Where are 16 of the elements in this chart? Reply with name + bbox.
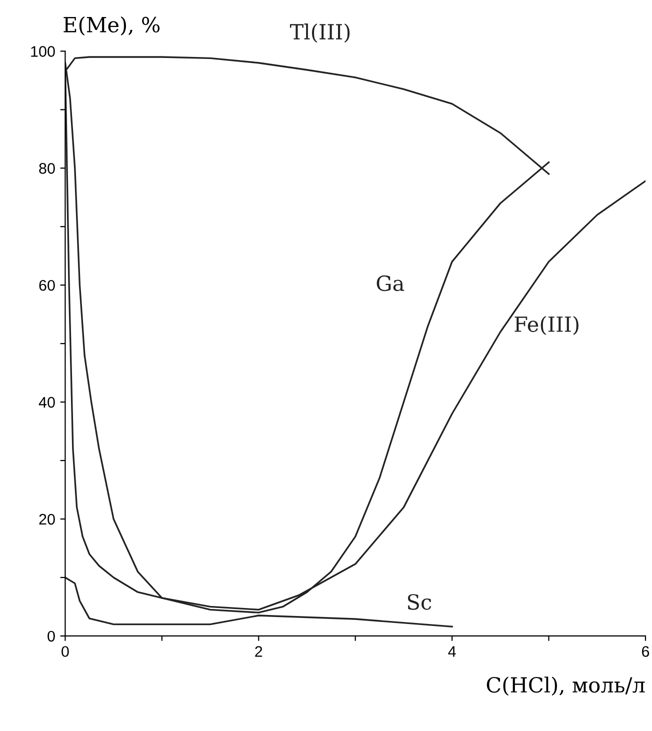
x-axis-title: C(HCl), моль/л [486,676,645,696]
y-axis-title: E(Me), % [64,16,160,36]
y-tick-label: 80 [39,163,55,174]
y-tick-label: 0 [48,630,55,642]
series-label: Tl(III) [290,24,350,43]
series-label: Ga [376,275,404,292]
series-label: Fe(III) [514,316,578,336]
x-tick-label: 2 [255,646,262,657]
y-tick-label: 100 [31,46,55,57]
series-label: Sc [408,594,432,610]
x-tick-label: 4 [448,646,456,657]
y-tick-label: 60 [39,280,55,291]
x-tick-label: 0 [62,646,69,657]
x-tick-label: 6 [642,646,650,657]
y-tick-label: 20 [39,514,55,525]
y-tick-label: 40 [38,396,55,408]
